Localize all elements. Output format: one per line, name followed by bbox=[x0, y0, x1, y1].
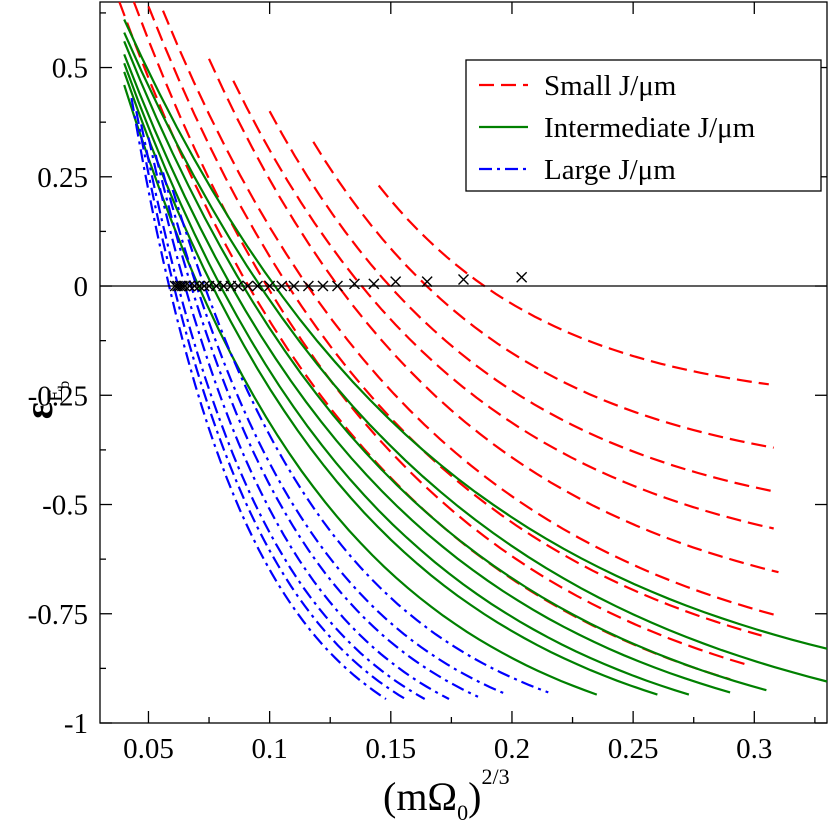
crossing-marker bbox=[232, 280, 244, 292]
crossing-marker bbox=[390, 276, 402, 288]
y-axis-title: εEb bbox=[16, 381, 73, 420]
crossing-marker bbox=[189, 280, 201, 292]
legend-label-intermediate: Intermediate J/μm bbox=[544, 112, 756, 144]
crossing-marker bbox=[276, 280, 288, 292]
crossing-marker bbox=[193, 280, 205, 292]
x-tick-label: 0.2 bbox=[494, 733, 530, 765]
x-tick-label: 0.25 bbox=[608, 733, 659, 765]
crossing-marker bbox=[458, 273, 469, 285]
x-axis-title-superscript: 2/3 bbox=[482, 764, 510, 789]
x-tick-label: 0.15 bbox=[365, 733, 416, 765]
x-axis-title-subscript: 0 bbox=[457, 800, 468, 823]
x-tick-label: 0.1 bbox=[252, 733, 288, 765]
y-tick-label: -0.5 bbox=[42, 490, 88, 522]
x-axis-ticks: 0.05 0.1 0.15 0.2 0.25 0.3 bbox=[123, 2, 816, 765]
series-line bbox=[140, 124, 426, 700]
y-tick-label: -0.25 bbox=[28, 380, 88, 412]
series-line bbox=[132, 1, 745, 666]
series-line bbox=[312, 141, 774, 449]
crossing-marker bbox=[184, 280, 196, 292]
y-tick-label: 0.5 bbox=[52, 53, 88, 85]
crossing-marker bbox=[331, 280, 343, 292]
crossing-marker bbox=[288, 280, 300, 292]
x-tick-label: 0.3 bbox=[736, 733, 772, 765]
x-axis-title-close: ) bbox=[468, 774, 481, 819]
crossing-marker bbox=[421, 276, 433, 288]
series-layer bbox=[118, 1, 828, 700]
legend: Small J/μm Intermediate J/μm Large J/μm bbox=[465, 59, 822, 192]
x-tick-label: 0.05 bbox=[123, 733, 174, 765]
series-line bbox=[123, 71, 658, 696]
series-line bbox=[171, 189, 549, 694]
crossing-marker bbox=[264, 280, 276, 292]
legend-label-small: Small J/μm bbox=[544, 70, 677, 102]
series-line bbox=[123, 40, 767, 692]
series-line bbox=[123, 32, 828, 683]
series-line bbox=[268, 110, 774, 493]
crossing-marker bbox=[302, 280, 314, 292]
y-tick-label: -1 bbox=[64, 708, 88, 740]
series-line bbox=[130, 97, 387, 700]
series-line bbox=[161, 10, 779, 617]
crossing-marker bbox=[516, 271, 528, 283]
series-line bbox=[154, 154, 479, 698]
x-axis-title: (mΩ0)2/3 bbox=[383, 764, 510, 823]
y-tick-label: 0 bbox=[74, 271, 89, 303]
y-axis-title-subsubscript: b bbox=[56, 381, 73, 389]
y-axis-ticks: 0.5 0.25 0 -0.25 -0.5 -0.75 -1 bbox=[28, 12, 827, 740]
series-line bbox=[232, 80, 774, 530]
legend-label-large: Large J/μm bbox=[544, 154, 676, 186]
series-line bbox=[135, 110, 406, 700]
plot-frame bbox=[99, 1, 828, 724]
crossing-marker bbox=[179, 280, 191, 292]
series-line bbox=[161, 172, 508, 696]
crossing-marker bbox=[348, 278, 360, 290]
crossing-markers bbox=[169, 271, 528, 292]
series-line bbox=[377, 184, 769, 386]
series-line bbox=[147, 137, 450, 700]
x-axis-title-base: (mΩ bbox=[383, 774, 457, 819]
y-axis-title-base: ε bbox=[16, 402, 61, 419]
series-line bbox=[123, 53, 731, 694]
crossing-marker bbox=[242, 280, 254, 292]
crossing-marker bbox=[368, 278, 380, 290]
crossing-marker bbox=[198, 280, 210, 292]
y-axis-title-subscript: E bbox=[42, 389, 67, 402]
crossing-marker bbox=[317, 280, 329, 292]
crossing-marker bbox=[174, 280, 186, 292]
y-tick-label: 0.25 bbox=[37, 162, 88, 194]
series-line bbox=[123, 84, 598, 696]
crossing-marker bbox=[252, 280, 264, 292]
y-tick-label: -0.75 bbox=[28, 599, 88, 631]
series-line bbox=[208, 58, 779, 574]
series-line bbox=[123, 19, 828, 650]
